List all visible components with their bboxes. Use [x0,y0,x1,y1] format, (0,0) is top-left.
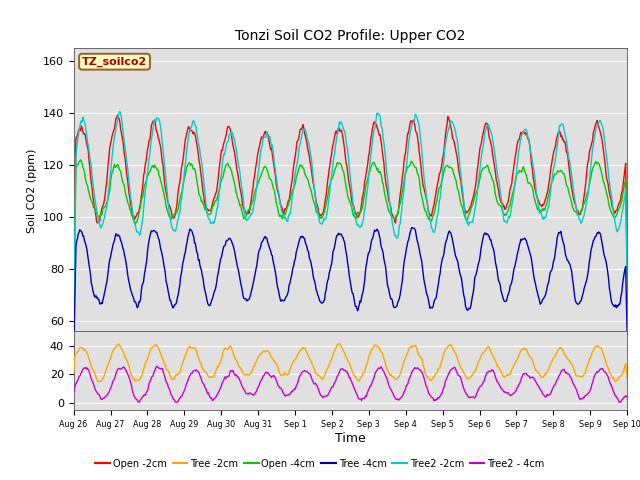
Text: TZ_soilco2: TZ_soilco2 [82,57,147,67]
Legend: Open -2cm, Tree -2cm, Open -4cm, Tree -4cm, Tree2 -2cm, Tree2 - 4cm: Open -2cm, Tree -2cm, Open -4cm, Tree -4… [92,455,548,473]
Y-axis label: Soil CO2 (ppm): Soil CO2 (ppm) [27,149,37,233]
X-axis label: Time: Time [335,432,366,445]
Title: Tonzi Soil CO2 Profile: Upper CO2: Tonzi Soil CO2 Profile: Upper CO2 [236,29,465,43]
